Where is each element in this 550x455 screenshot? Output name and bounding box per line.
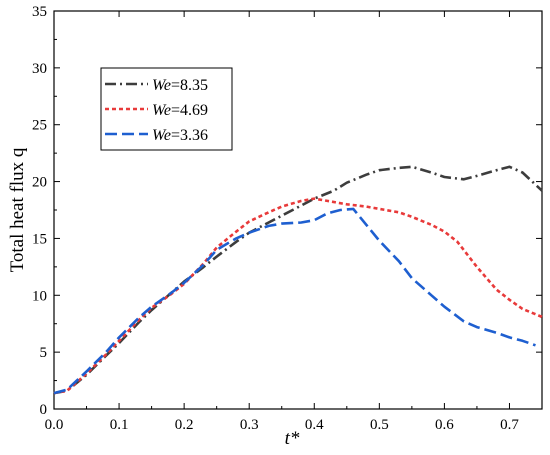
tick-labels: 0.0 0.1 0.2 0.3 0.4 0.5 0.6 0.7 0 5 10 15 20 25 30 35 bbox=[32, 4, 519, 433]
x-tick-label: 0.2 bbox=[175, 417, 194, 433]
x-tick-label: 0.7 bbox=[500, 417, 519, 433]
legend: We=8.35 We=4.69 We=3.36 bbox=[100, 67, 233, 151]
x-tick-label: 0.3 bbox=[240, 417, 259, 433]
x-tick-label: 0.5 bbox=[370, 417, 389, 433]
x-tick-label: 0.4 bbox=[305, 417, 324, 433]
y-axis-label: Total heat flux q bbox=[7, 147, 28, 272]
tick-marks bbox=[53, 10, 542, 410]
y-tick-label: 35 bbox=[32, 4, 47, 20]
series-line-1 bbox=[53, 197, 543, 395]
y-tick-label: 30 bbox=[32, 61, 47, 77]
x-axis-label: t* bbox=[285, 428, 300, 449]
x-tick-label: 0.1 bbox=[110, 417, 129, 433]
legend-entries: We=8.35 We=4.69 We=3.36 bbox=[105, 77, 208, 144]
x-tick-label: 0.0 bbox=[45, 417, 64, 433]
y-tick-label: 15 bbox=[32, 231, 47, 247]
series-line-2 bbox=[53, 207, 536, 395]
legend-label-2: We=3.36 bbox=[152, 127, 208, 144]
y-tick-label: 5 bbox=[40, 345, 48, 361]
y-tick-label: 10 bbox=[32, 288, 47, 304]
y-tick-label: 25 bbox=[32, 118, 47, 134]
series-line-0 bbox=[53, 165, 543, 395]
x-tick-label: 0.6 bbox=[435, 417, 454, 433]
legend-label-1: We=4.69 bbox=[152, 102, 208, 119]
y-tick-label: 20 bbox=[32, 175, 47, 191]
legend-label-0: We=8.35 bbox=[152, 77, 208, 94]
y-tick-label: 0 bbox=[40, 402, 48, 418]
series-lines bbox=[53, 165, 543, 395]
